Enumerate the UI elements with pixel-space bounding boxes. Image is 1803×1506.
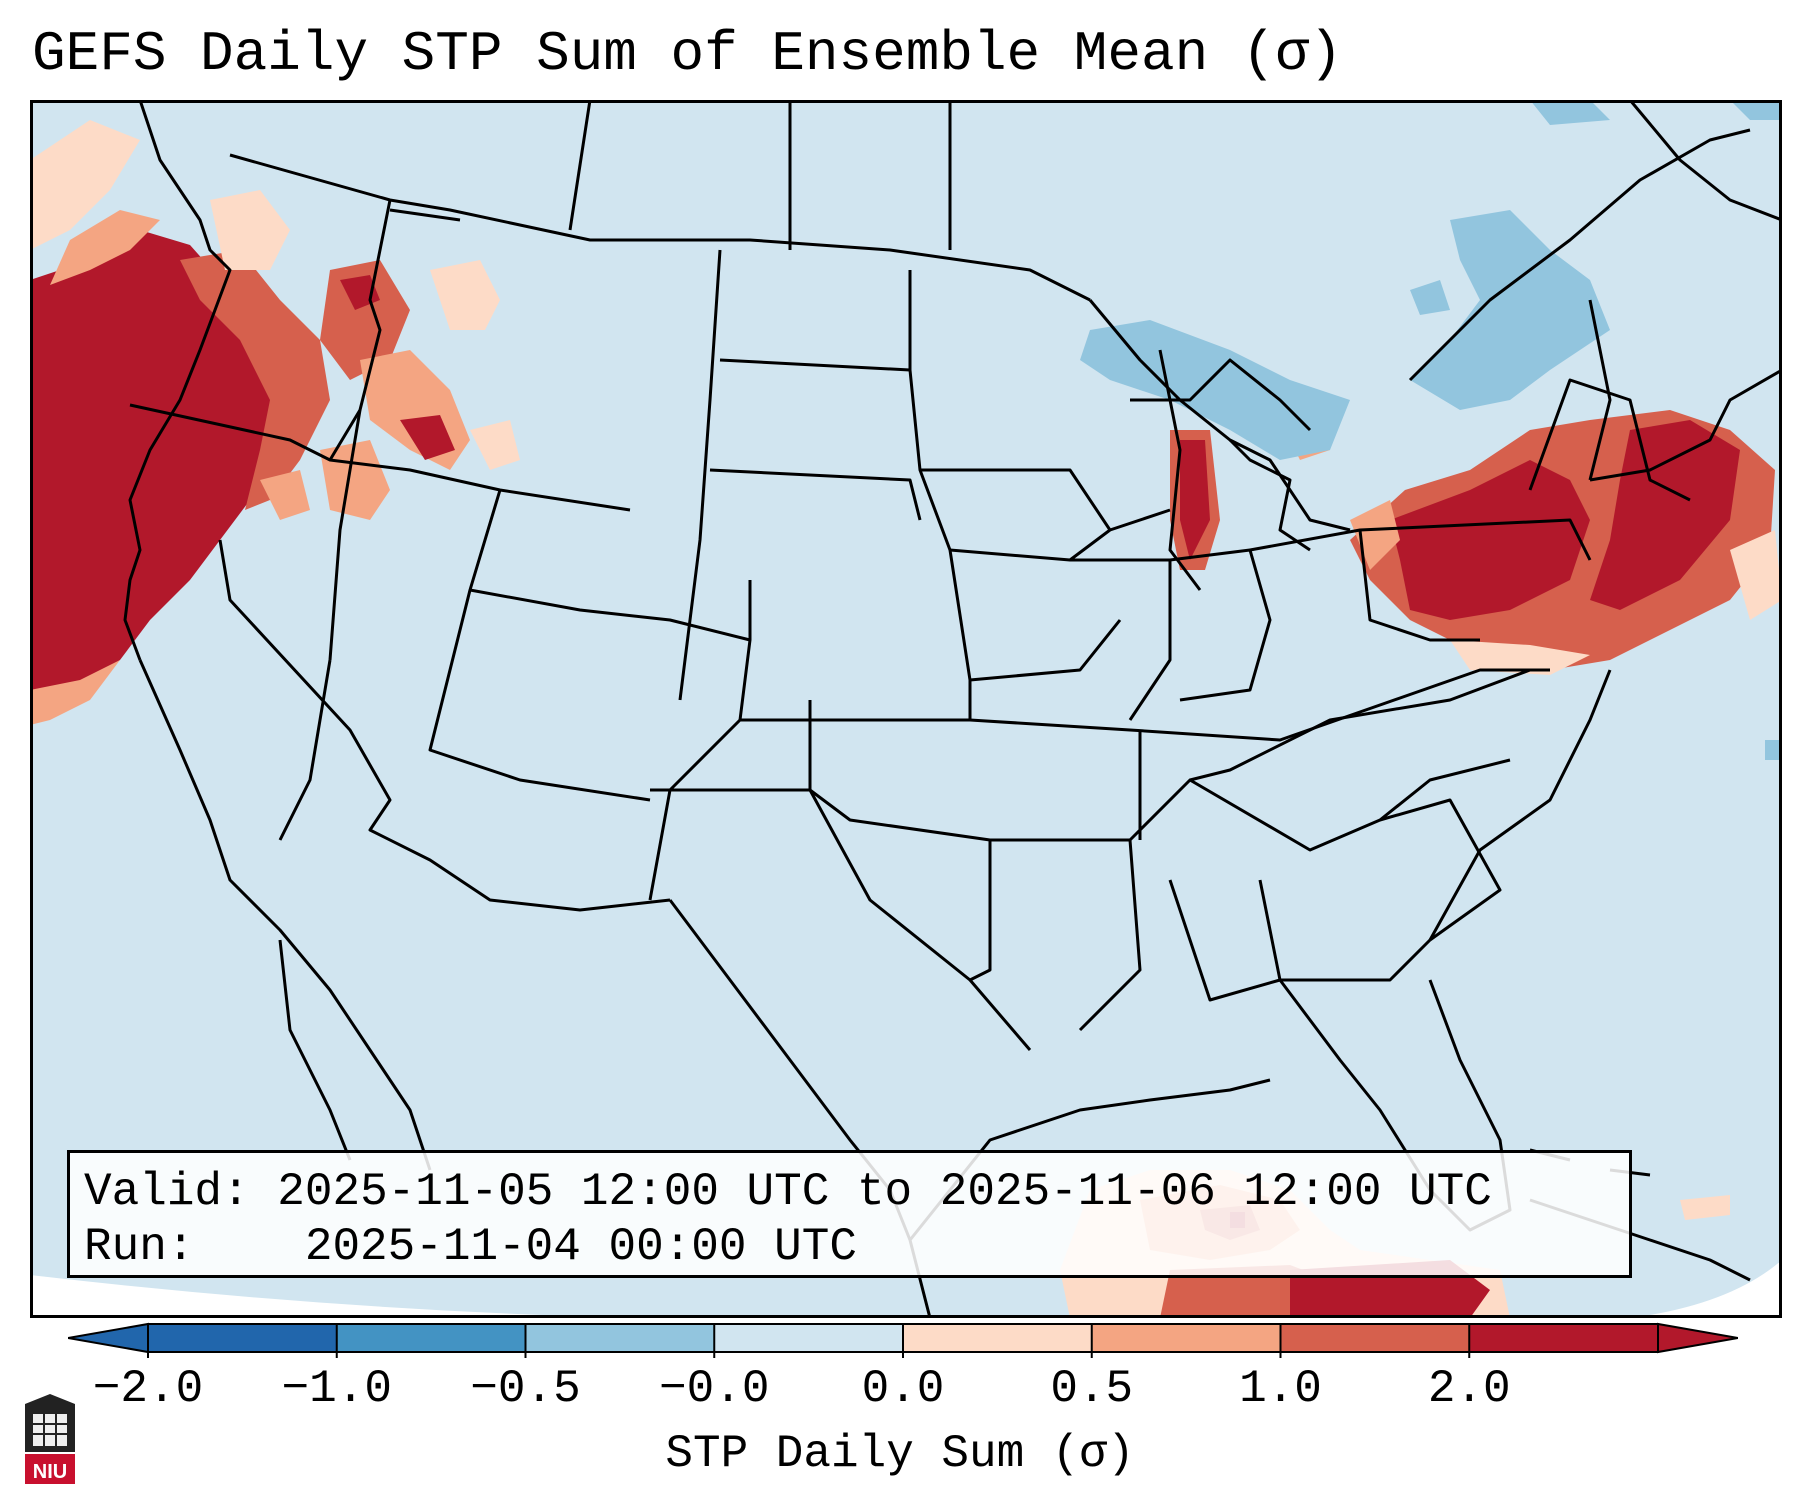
state-boundaries — [123, 100, 1691, 1051]
colorbar-tick-label: −0.5 — [470, 1363, 581, 1415]
valid-value: 2025-11-05 12:00 UTC to 2025-11-06 12:00… — [277, 1166, 1492, 1218]
colorbar-tick-label: −0.0 — [659, 1363, 770, 1415]
colorbar-tick-label: −1.0 — [281, 1363, 392, 1415]
colorbar-tick-label: 0.0 — [861, 1363, 945, 1415]
colorbar-extend-high — [1657, 1322, 1738, 1354]
colorbar-tick-label: −2.0 — [92, 1363, 204, 1415]
niu-logo-text: NIU — [33, 1461, 67, 1483]
colorbar-tick-label: 2.0 — [1427, 1363, 1511, 1415]
run-value: 2025-11-04 00:00 UTC — [304, 1221, 857, 1273]
valid-label: Valid: — [84, 1166, 250, 1218]
niu-logo: NIU — [25, 1394, 75, 1484]
colorbar-segment — [903, 1324, 1093, 1352]
colorbar-segment — [1091, 1324, 1281, 1352]
colorbar-label: STP Daily Sum (σ) — [665, 1428, 1135, 1480]
projection-edge-right — [1630, 1260, 1782, 1318]
anomaly-great-lakes-negative — [1080, 100, 1782, 760]
colorbar-segment — [1280, 1324, 1470, 1352]
run-label: Run: — [84, 1221, 195, 1273]
valid-run-info-box: Valid: 2025-11-05 12:00 UTC to 2025-11-0… — [67, 1150, 1632, 1278]
map-frame — [30, 100, 1782, 1318]
run-line: Run: 2025-11-04 00:00 UTC — [84, 1220, 1615, 1275]
colorbar-segment — [714, 1324, 904, 1352]
colorbar-segment — [525, 1324, 715, 1352]
valid-line: Valid: 2025-11-05 12:00 UTC to 2025-11-0… — [84, 1165, 1615, 1220]
colorbar-segment — [148, 1324, 338, 1352]
projection-edge — [30, 1275, 630, 1318]
colorbar-tick-label: 0.5 — [1050, 1363, 1134, 1415]
colorbar-extend-low — [68, 1322, 149, 1354]
colorbar — [68, 1322, 1738, 1358]
colorbar-segment — [336, 1324, 526, 1352]
colorbar-segment — [1469, 1324, 1659, 1352]
anomaly-pacific-northwest — [30, 120, 520, 725]
page-title: GEFS Daily STP Sum of Ensemble Mean (σ) — [32, 22, 1343, 86]
map-panel — [30, 100, 1782, 1318]
anomaly-northeast — [1350, 410, 1782, 675]
colorbar-tick-label: 1.0 — [1239, 1363, 1322, 1415]
